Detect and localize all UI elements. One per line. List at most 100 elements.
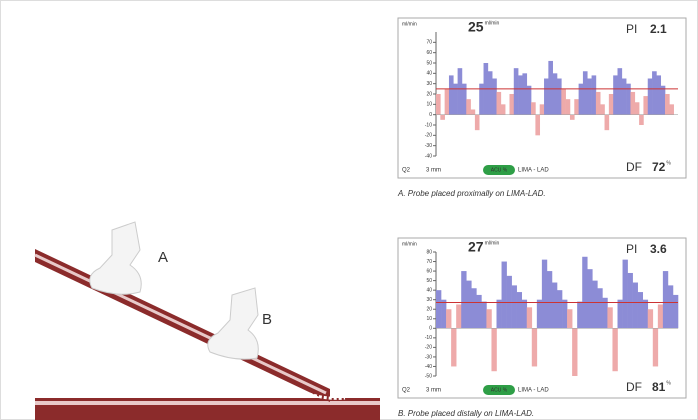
flow-sample — [643, 96, 648, 115]
df-value: 81 — [652, 380, 666, 394]
y-tick-label: 20 — [426, 307, 432, 313]
flow-sample — [648, 309, 653, 328]
flow-sample — [577, 302, 582, 329]
flow-sample — [579, 84, 584, 115]
flow-sample — [542, 260, 547, 329]
flow-sample — [570, 115, 575, 120]
flow-sample — [456, 304, 461, 328]
flow-sample — [501, 104, 506, 114]
y-tick-label: 30 — [426, 81, 432, 87]
flow-sample — [502, 262, 507, 329]
y-tick-label: -20 — [425, 345, 432, 351]
y-tick-label: 10 — [426, 316, 432, 322]
flow-sample — [612, 328, 617, 371]
flow-sample — [665, 94, 670, 115]
flow-sample — [600, 104, 605, 114]
y-tick-label: 50 — [426, 60, 432, 66]
flow-sample — [497, 300, 502, 329]
probe-id: Q2 — [402, 168, 411, 174]
df-value: 72 — [652, 160, 666, 174]
flow-sample — [668, 285, 673, 328]
y-tick-label: -40 — [425, 364, 432, 370]
y-tick-label: 0 — [429, 326, 432, 332]
flow-sample — [583, 71, 588, 114]
flow-sample — [458, 68, 463, 115]
monitor-panel — [398, 18, 686, 178]
flow-sample — [540, 104, 545, 114]
flow-sample — [658, 304, 663, 328]
flow-sample — [497, 92, 502, 115]
flow-sample — [436, 290, 441, 328]
flow-sample — [544, 79, 549, 115]
flow-sample — [488, 71, 493, 114]
flow-sample — [492, 79, 497, 115]
y-tick-label: -50 — [425, 373, 432, 379]
badge-text: ACU % — [491, 167, 508, 173]
flow-sample — [607, 307, 612, 328]
flow-sample — [596, 92, 601, 115]
flow-sample — [566, 99, 571, 115]
flow-sample — [535, 115, 540, 136]
flow-sample — [635, 102, 640, 114]
flow-sample — [592, 281, 597, 329]
flow-sample — [548, 61, 553, 115]
flow-sample — [633, 283, 638, 329]
y-unit: ml/min — [402, 241, 417, 247]
flow-sample — [673, 295, 678, 328]
flow-sample — [638, 292, 643, 328]
y-tick-label: -10 — [425, 335, 432, 341]
probe-label: A — [158, 249, 168, 266]
flow-sample — [669, 104, 674, 114]
y-tick-label: 10 — [426, 102, 432, 108]
probe-label: B — [262, 311, 272, 328]
pi-label: PI — [626, 22, 637, 36]
y-tick-label: -10 — [425, 122, 432, 128]
y-tick-label: 40 — [426, 287, 432, 293]
flow-value: 25 — [468, 19, 484, 35]
flow-sample — [532, 328, 537, 366]
flow-sample — [522, 73, 527, 114]
y-tick-label: 30 — [426, 297, 432, 303]
flow-sample — [587, 79, 592, 115]
y-tick-label: 70 — [426, 259, 432, 265]
y-tick-label: -20 — [425, 133, 432, 139]
vessel-name: LIMA - LAD — [518, 388, 549, 394]
flow-sample — [623, 260, 628, 329]
y-tick-label: -30 — [425, 354, 432, 360]
flow-sample — [514, 68, 519, 115]
flow-sample — [652, 71, 657, 114]
flow-sample — [486, 309, 491, 328]
flow-sample — [449, 75, 454, 114]
flow-sample — [557, 79, 562, 115]
flow-sample — [628, 273, 633, 328]
pi-label: PI — [626, 242, 637, 256]
flow-sample — [461, 271, 466, 328]
flow-sample — [622, 79, 627, 115]
flow-sample — [592, 75, 597, 114]
flow-sample — [663, 271, 668, 328]
y-tick-label: 50 — [426, 278, 432, 284]
flow-sample — [441, 300, 446, 329]
flow-sample — [440, 115, 445, 120]
flow-sample — [451, 328, 456, 366]
flow-sample — [605, 115, 610, 130]
y-tick-label: 0 — [429, 112, 432, 118]
flow-sample — [597, 288, 602, 328]
flow-sample — [509, 94, 514, 115]
flow-sample — [445, 89, 450, 115]
flow-sample — [661, 86, 666, 115]
pi-value: 2.1 — [650, 22, 667, 36]
flow-sample — [466, 99, 471, 115]
flow-sample — [557, 290, 562, 328]
df-label: DF — [626, 380, 642, 394]
flow-sample — [527, 86, 532, 115]
flow-value: 27 — [468, 239, 484, 255]
flow-sample — [436, 94, 441, 115]
flow-sample — [512, 285, 517, 328]
flow-sample — [517, 292, 522, 328]
flow-sample — [626, 84, 631, 115]
flow-sample — [462, 84, 467, 115]
flow-sample — [527, 307, 532, 328]
flow-sample — [572, 328, 577, 376]
flow-sample — [471, 110, 476, 115]
